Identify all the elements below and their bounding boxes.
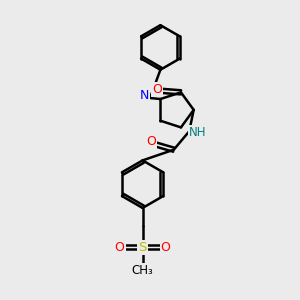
Text: CH₃: CH₃: [132, 264, 153, 277]
Text: NH: NH: [189, 126, 206, 139]
Text: N: N: [140, 89, 149, 102]
Text: S: S: [138, 241, 147, 254]
Text: O: O: [115, 241, 124, 254]
Text: O: O: [152, 83, 162, 96]
Text: O: O: [146, 136, 156, 148]
Text: O: O: [160, 241, 170, 254]
